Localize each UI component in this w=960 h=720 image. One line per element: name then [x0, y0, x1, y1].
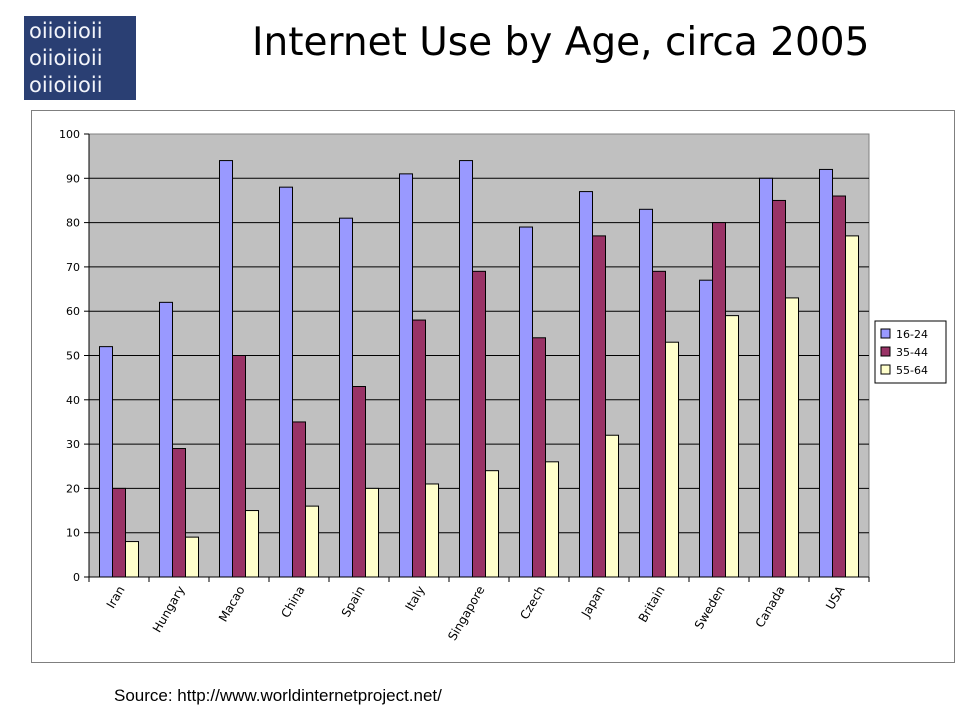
bar-35-44 — [712, 222, 726, 578]
bar-35-44 — [112, 487, 126, 578]
bar-55-64 — [845, 235, 859, 578]
bar-35-44 — [292, 421, 306, 578]
bar-35-44 — [172, 448, 186, 578]
x-tick-label: USA — [823, 583, 848, 612]
bar-35-44 — [592, 235, 606, 578]
bar-16-24 — [519, 226, 533, 578]
bar-16-24 — [99, 346, 113, 578]
y-tick-label: 80 — [66, 217, 80, 230]
y-tick-label: 50 — [66, 350, 80, 363]
bar-55-64 — [785, 297, 799, 578]
bar-chart: 0 10 20 30 40 50 60 70 80 90 100 Iran Hungary Macao Ch… — [59, 128, 947, 643]
legend-swatch — [880, 346, 891, 357]
source-note: Source: http://www.worldinternetproject.… — [114, 686, 442, 705]
bar-35-44 — [412, 319, 426, 578]
bar-55-64 — [365, 487, 379, 578]
x-tick-label: China — [278, 584, 307, 621]
bar-35-44 — [352, 386, 366, 578]
x-tick-label: Spain — [339, 584, 368, 620]
bar-16-24 — [219, 160, 233, 578]
x-tick-label: Czech — [517, 584, 547, 622]
bar-35-44 — [532, 337, 546, 578]
x-tick-label: Japan — [578, 584, 607, 621]
x-tick-label: Macao — [216, 584, 248, 625]
bar-16-24 — [399, 173, 413, 578]
bar-16-24 — [459, 160, 473, 578]
slide-title: Internet Use by Age, circa 2005 — [252, 20, 870, 65]
legend-label: 35-44 — [896, 346, 928, 359]
chart-frame: 0 10 20 30 40 50 60 70 80 90 100 Iran Hungary Macao Ch… — [31, 110, 955, 663]
logo-row: oiioiioii — [29, 19, 103, 43]
bar-16-24 — [699, 279, 713, 578]
bar-16-24 — [339, 217, 353, 578]
bar-55-64 — [245, 510, 259, 578]
x-tick-label: Sweden — [692, 584, 728, 632]
x-tick-label: Singapore — [445, 584, 487, 643]
legend-swatch — [880, 328, 891, 339]
bar-16-24 — [579, 191, 593, 578]
bar-55-64 — [125, 541, 139, 578]
y-tick-label: 10 — [66, 527, 80, 540]
bar-55-64 — [185, 536, 199, 578]
bar-55-64 — [545, 461, 559, 578]
bar-35-44 — [772, 199, 786, 578]
y-tick-label: 30 — [66, 438, 80, 451]
bar-35-44 — [652, 270, 666, 578]
legend-label: 55-64 — [896, 364, 928, 377]
x-tick-label: Iran — [104, 584, 128, 611]
x-tick-label: Hungary — [150, 584, 188, 635]
bar-35-44 — [232, 355, 246, 578]
bar-35-44 — [832, 195, 846, 578]
bar-55-64 — [485, 470, 499, 578]
bar-55-64 — [665, 341, 679, 578]
legend-swatch — [880, 364, 891, 375]
x-tick-label: Italy — [402, 584, 427, 614]
bar-16-24 — [279, 186, 293, 578]
bar-55-64 — [605, 434, 619, 578]
bar-16-24 — [759, 177, 773, 578]
y-tick-label: 40 — [66, 394, 80, 407]
y-tick-label: 20 — [66, 482, 80, 495]
bar-16-24 — [639, 208, 653, 578]
bar-16-24 — [819, 168, 833, 578]
logo-row: oiioiioii — [29, 73, 103, 97]
bar-16-24 — [159, 301, 173, 578]
logo: oiioiioii oiioiioii oiioiioii — [24, 16, 136, 100]
x-tick-label: Canada — [753, 584, 788, 631]
bar-35-44 — [472, 270, 486, 578]
y-tick-label: 60 — [66, 305, 80, 318]
legend-label: 16-24 — [896, 328, 928, 341]
y-tick-label: 0 — [73, 571, 80, 584]
logo-row: oiioiioii — [29, 46, 103, 70]
y-tick-label: 70 — [66, 261, 80, 274]
y-tick-label: 100 — [59, 128, 80, 141]
y-tick-label: 90 — [66, 172, 80, 185]
bar-55-64 — [305, 505, 319, 578]
bar-55-64 — [725, 315, 739, 578]
x-tick-label: Britain — [636, 584, 668, 625]
bar-55-64 — [425, 483, 439, 578]
